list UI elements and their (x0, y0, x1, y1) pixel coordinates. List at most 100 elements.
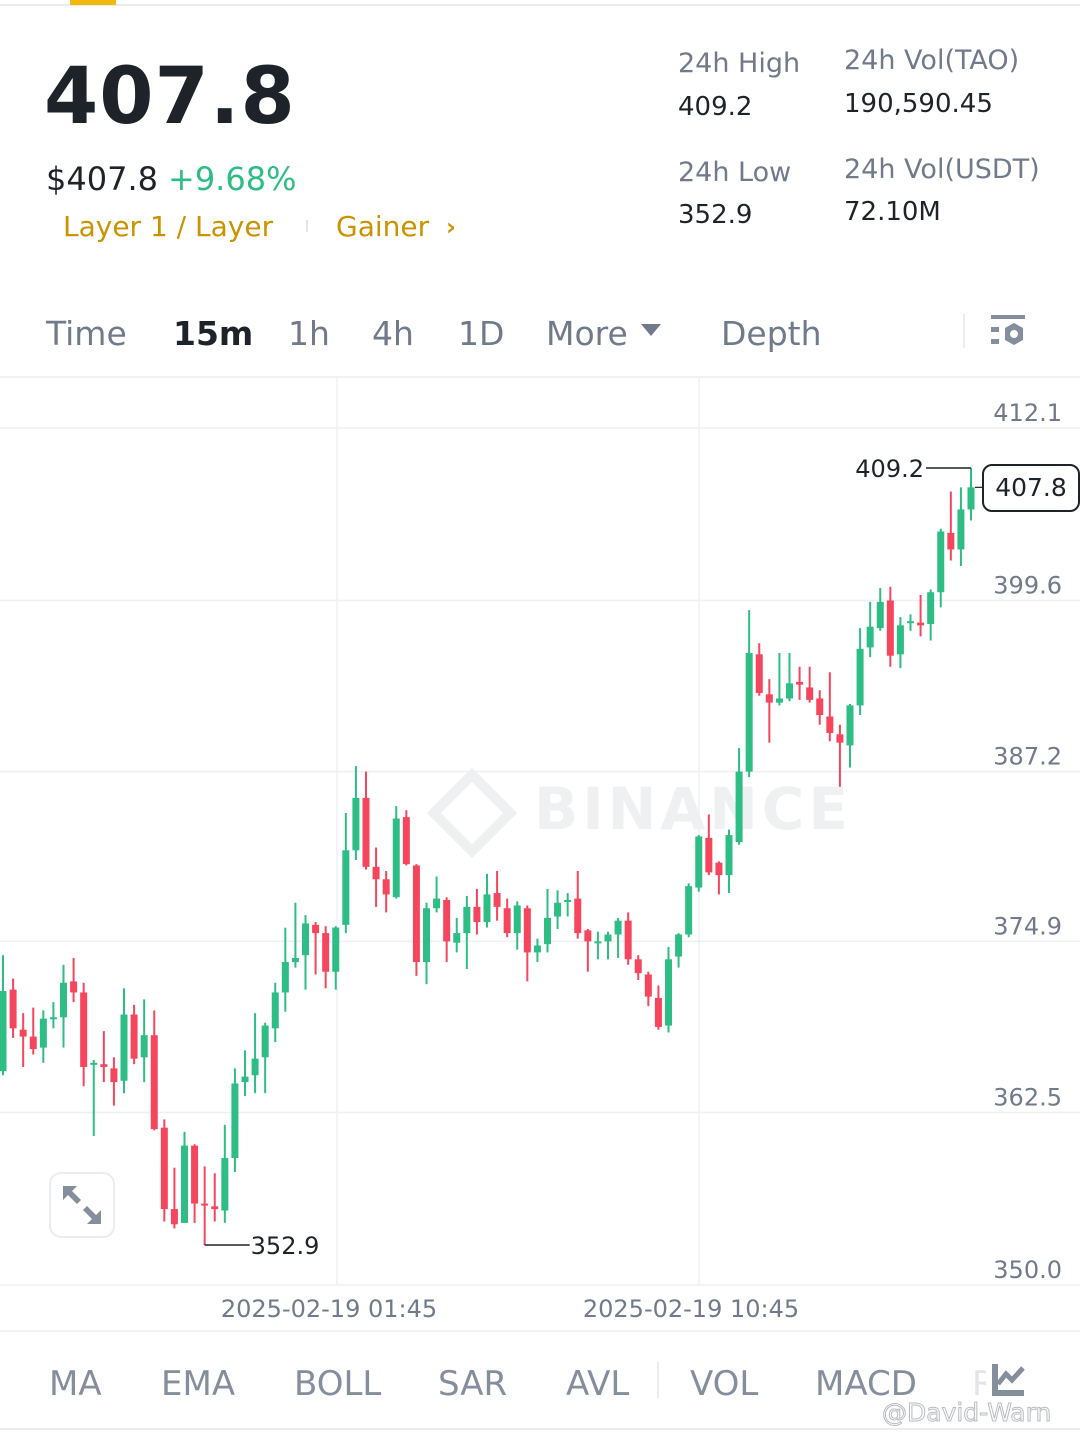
stat-low-label: 24h Low (678, 157, 792, 188)
candle-down (644, 974, 652, 997)
tag-divider (306, 220, 308, 232)
indicator-divider (657, 1362, 659, 1398)
candle-down (412, 865, 420, 963)
indicator-avl[interactable]: AVL (566, 1364, 630, 1404)
candle-up (463, 906, 471, 934)
candle-down (755, 654, 763, 693)
tab-time[interactable]: Time (46, 314, 127, 353)
candle-up (39, 1018, 47, 1048)
tab-4h[interactable]: 4h (372, 314, 414, 353)
x-tick-label: 2025-02-19 01:45 (221, 1295, 437, 1323)
indicator-vol[interactable]: VOL (690, 1364, 759, 1404)
candle-up (957, 509, 965, 550)
candle-down (110, 1068, 118, 1083)
candle-up (967, 487, 975, 510)
candle-up (594, 941, 602, 944)
indicator-settings-icon[interactable] (990, 1362, 1026, 1398)
stat-vol-tao-value: 190,590.45 (844, 89, 993, 119)
candle-down (584, 930, 592, 942)
candle-up (221, 1158, 229, 1211)
candle-up (937, 531, 945, 593)
candle-up (735, 771, 743, 843)
candle-up (49, 1017, 57, 1020)
candle-down (362, 797, 370, 867)
tab-depth[interactable]: Depth (721, 314, 822, 353)
candle-up (846, 705, 854, 746)
candle-down (917, 622, 925, 626)
y-tick-label: 399.6 (993, 572, 1062, 600)
indicator-ma[interactable]: MA (49, 1364, 102, 1404)
candle-up (856, 648, 864, 706)
candle-down (836, 734, 844, 743)
candle-up (60, 982, 67, 1018)
candle-down (211, 1206, 219, 1210)
time-axis-divider (0, 1330, 1080, 1332)
indicator-sar[interactable]: SAR (438, 1364, 508, 1404)
tag-layer1[interactable]: Layer 1 / Layer (63, 210, 274, 243)
tag-gainer[interactable]: Gainer (336, 210, 430, 243)
candle-down (574, 898, 582, 934)
candle-up (302, 923, 309, 956)
candle-down (624, 920, 632, 960)
candle-up (876, 601, 884, 629)
binance-watermark: BINANCE (426, 767, 852, 859)
candle-up (332, 927, 340, 972)
tab-1d[interactable]: 1D (458, 314, 505, 353)
candle-up (725, 835, 733, 876)
candle-up (352, 797, 360, 851)
candle-up (786, 683, 793, 699)
candle-up (231, 1083, 239, 1159)
candle-down (191, 1145, 199, 1204)
tab-more[interactable]: More (546, 314, 628, 353)
candle-up (120, 1014, 128, 1081)
tabs-divider (0, 376, 1080, 378)
candle-up (775, 698, 783, 703)
candle-down (29, 1036, 37, 1050)
indicator-rsi[interactable]: RSI (972, 1364, 986, 1404)
expand-icon (63, 1186, 101, 1224)
candle-down (382, 879, 390, 895)
candle-up (453, 933, 461, 943)
candlestick-chart[interactable]: 412.1 399.6 387.2 374.9 362.5 350.0 2025-02-19… (0, 0, 1080, 1330)
candle-up (90, 1062, 98, 1065)
caret-down-icon[interactable] (640, 323, 662, 337)
candle-down (70, 981, 78, 993)
indicator-macd[interactable]: MACD (815, 1364, 917, 1404)
candle-up (342, 850, 350, 925)
candle-up (423, 908, 430, 963)
candle-up (927, 592, 935, 624)
candle-up (433, 898, 441, 909)
chevron-right-icon[interactable]: › (446, 213, 456, 241)
chart-settings-icon[interactable] (988, 313, 1028, 351)
candle-up (907, 621, 914, 624)
candle-up (483, 894, 491, 923)
fullscreen-button[interactable] (49, 1172, 115, 1238)
credit-watermark: @David-Warn (881, 1398, 1052, 1428)
candle-up (554, 902, 562, 917)
candle-down (170, 1209, 178, 1225)
candle-up (745, 652, 753, 772)
candle-down (100, 1064, 108, 1067)
stat-high-value: 409.2 (678, 92, 753, 122)
indicator-ema[interactable]: EMA (161, 1364, 236, 1404)
tab-15m[interactable]: 15m (173, 314, 254, 353)
candle-down (705, 837, 713, 873)
usd-price: $407.8 (46, 160, 158, 198)
candle-up (896, 625, 904, 655)
candle-up (271, 992, 279, 1029)
tab-1h[interactable]: 1h (288, 314, 330, 353)
candle-down (826, 716, 834, 733)
candle-down (765, 694, 773, 703)
candle-up (665, 959, 672, 1026)
candle-up (544, 917, 551, 945)
candle-up (181, 1145, 188, 1223)
candle-up (866, 626, 874, 648)
change-percent: +9.68% (168, 160, 297, 198)
indicator-boll[interactable]: BOLL (294, 1364, 382, 1404)
candle-up (685, 886, 693, 935)
candle-down (473, 906, 481, 923)
last-price-label: 407.8 (982, 464, 1080, 512)
candle-down (80, 992, 88, 1067)
y-tick-label: 350.0 (993, 1256, 1062, 1284)
candle-up (533, 945, 541, 953)
